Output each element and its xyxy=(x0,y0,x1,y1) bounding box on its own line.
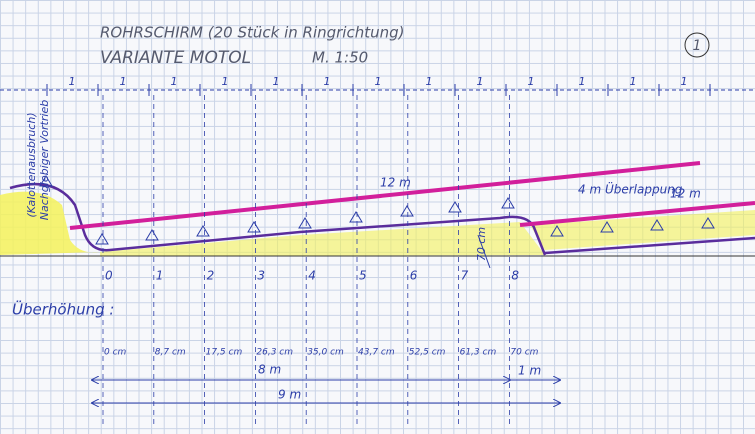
support xyxy=(349,211,363,223)
sheet-number: 1 xyxy=(693,38,702,54)
ruler-label: 1 xyxy=(324,75,331,88)
ruler-label: 1 xyxy=(120,75,127,88)
ruler-label: 1 xyxy=(630,75,637,88)
ruler-label: 1 xyxy=(681,75,688,88)
station-label: 4 xyxy=(308,269,316,283)
support xyxy=(95,233,109,245)
support xyxy=(600,221,614,233)
station-label: 3 xyxy=(257,269,265,283)
support xyxy=(550,225,564,237)
overhang-title: Überhöhung : xyxy=(12,300,114,319)
scale: M. 1:50 xyxy=(312,49,368,67)
pipe-umbrella xyxy=(69,161,701,230)
overhang-value: 8,7 cm xyxy=(155,348,186,358)
support xyxy=(196,225,210,237)
support xyxy=(448,201,462,213)
overhang-value: 17,5 cm xyxy=(206,348,243,358)
support xyxy=(501,197,515,209)
dimension-label: 8 m xyxy=(258,363,281,377)
ground xyxy=(530,210,755,250)
support xyxy=(247,221,261,233)
station-label: 2 xyxy=(207,269,215,283)
support xyxy=(650,219,664,231)
overhang-value: 35,0 cm xyxy=(307,348,344,358)
station-label: 8 xyxy=(511,269,519,283)
dimension-label: 9 m xyxy=(278,388,301,402)
side-label: Nachgiebiger Vortrieb xyxy=(38,100,51,220)
pipe-umbrella xyxy=(519,201,755,227)
support xyxy=(701,217,715,229)
overhang-value: 52,5 cm xyxy=(409,348,446,358)
sheet-circle xyxy=(684,32,710,58)
ruler-label: 1 xyxy=(222,75,229,88)
ruler-label: 1 xyxy=(69,75,76,88)
ruler-label: 1 xyxy=(375,75,382,88)
tunnel-contour xyxy=(9,182,547,256)
support xyxy=(145,229,159,241)
support xyxy=(400,205,414,217)
station-label: 0 xyxy=(105,269,113,283)
pipe-length: 12 m xyxy=(380,176,411,190)
station-label: 6 xyxy=(410,269,418,283)
overhang-value: 70 cm xyxy=(510,348,538,358)
station-label: 5 xyxy=(359,269,367,283)
dimension-label: 1 m xyxy=(518,364,541,378)
overlap-label: 4 m Überlappung xyxy=(578,181,683,197)
ground xyxy=(100,222,545,256)
subtitle: VARIANTE MOTOL xyxy=(100,48,251,68)
ruler-label: 1 xyxy=(579,75,586,88)
overhang-value: 26,3 cm xyxy=(256,348,293,358)
pipe-length: 12 m xyxy=(670,187,701,201)
ruler-label: 1 xyxy=(477,75,484,88)
rise-label: 70 cm xyxy=(475,227,488,261)
ruler-label: 1 xyxy=(171,75,178,88)
side-label: (Kalottenausbruch) xyxy=(25,112,38,217)
ruler-label: 1 xyxy=(528,75,535,88)
dimension-arrow xyxy=(477,234,491,269)
station-label: 7 xyxy=(461,269,469,283)
overhang-value: 43,7 cm xyxy=(358,348,395,358)
title: ROHRSCHIRM (20 Stück in Ringrichtung) xyxy=(100,24,405,42)
overhang-value: 0 cm xyxy=(104,348,127,358)
overhang-value: 61,3 cm xyxy=(460,348,497,358)
ruler-label: 1 xyxy=(426,75,433,88)
tunnel-contour xyxy=(544,236,755,255)
support xyxy=(39,175,53,187)
ruler-label: 1 xyxy=(273,75,280,88)
station-label: 1 xyxy=(156,269,164,283)
ground xyxy=(0,191,100,255)
support xyxy=(298,217,312,229)
